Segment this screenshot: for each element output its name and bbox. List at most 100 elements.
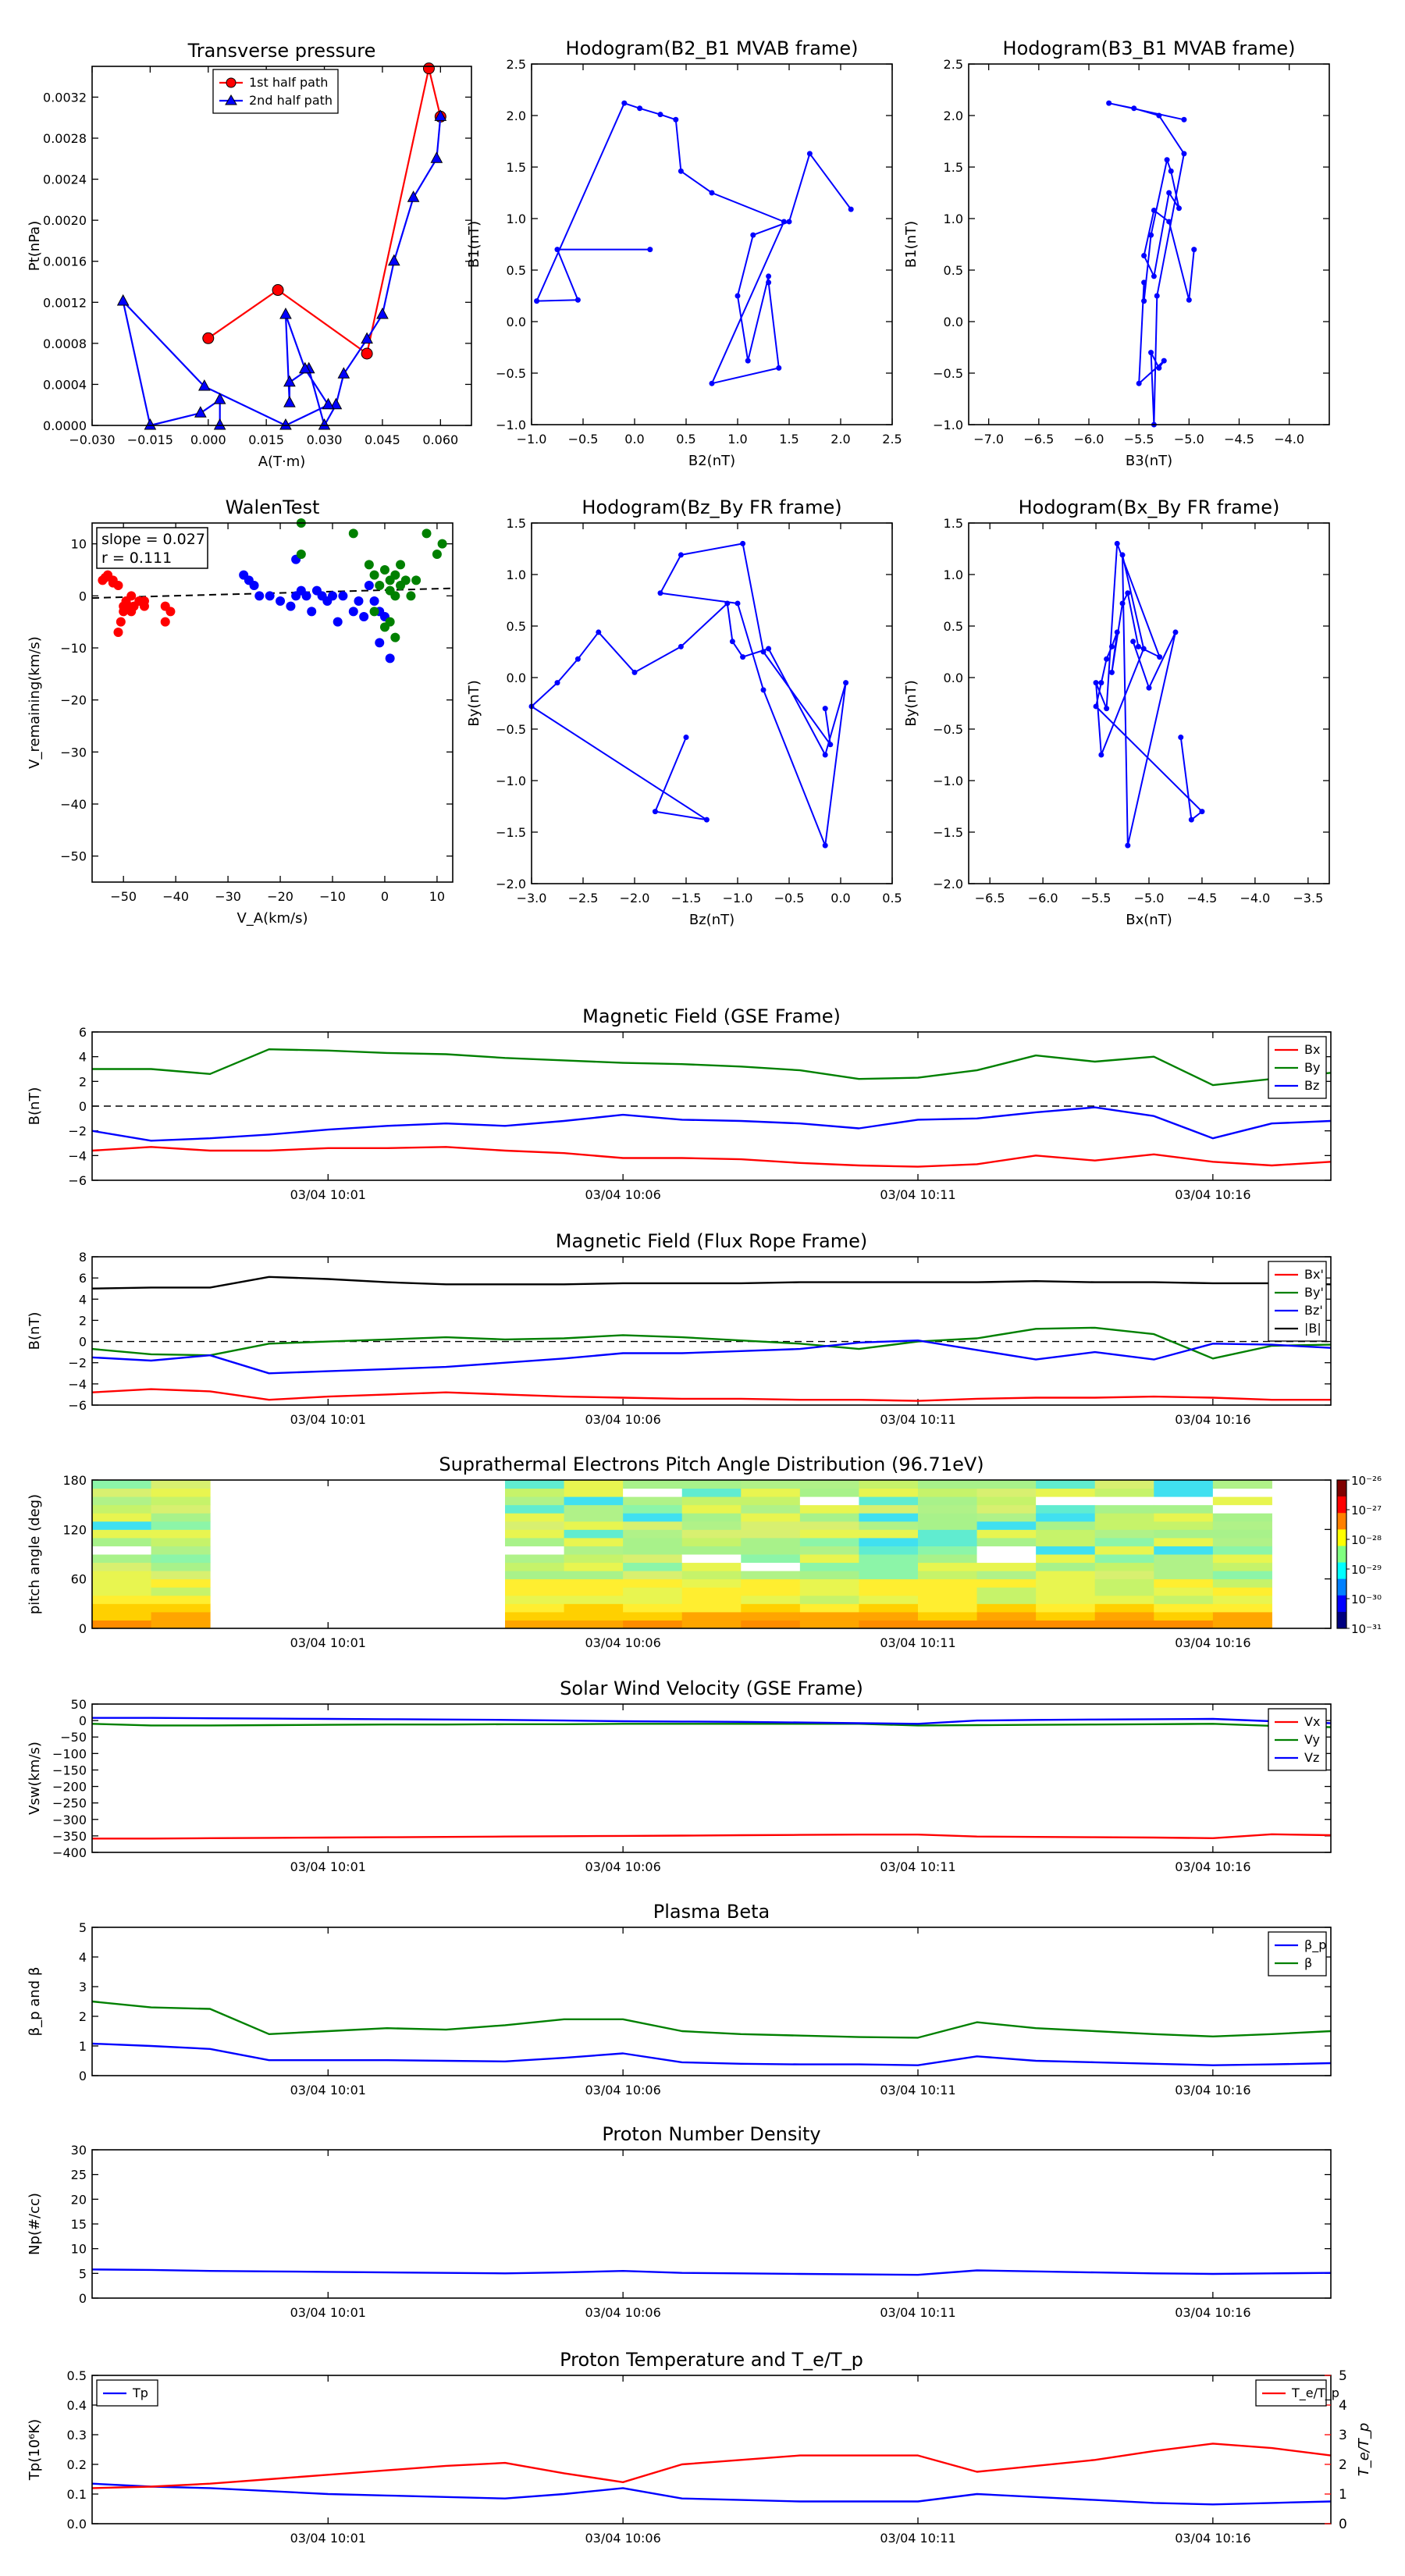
x-tick-label: −3.0 [517, 891, 547, 906]
heatmap-cell [1036, 1537, 1096, 1546]
heatmap-cell [505, 1513, 565, 1522]
plot-frame [968, 63, 1330, 425]
heatmap-cell [1094, 1587, 1154, 1596]
heatmap-cell [505, 1546, 565, 1555]
heatmap-cell [681, 1587, 742, 1596]
heatmap-cell [799, 1603, 859, 1613]
data-point [1166, 219, 1172, 225]
heatmap-cell [1036, 1504, 1096, 1514]
x-tick-label: 03/04 10:16 [1175, 2305, 1250, 2320]
y-tick-label: 2 [79, 1074, 87, 1089]
scatter-point [286, 601, 296, 611]
x-tick-label: −4.5 [1224, 432, 1254, 447]
legend-label: |B| [1304, 1321, 1321, 1336]
heatmap-cell [505, 1603, 565, 1613]
scatter-point [276, 596, 286, 606]
legend-label: β_p [1304, 1937, 1326, 1953]
x-tick-label: 03/04 10:11 [880, 2531, 955, 2546]
y-tick-label: 0.0004 [43, 377, 87, 392]
x-axis-label: Bx(nT) [1126, 912, 1172, 928]
heatmap-cell [741, 1611, 801, 1621]
y-tick-label: 4 [79, 1292, 87, 1307]
x-tick-label: −6.0 [1074, 432, 1104, 447]
heatmap-cell [859, 1521, 919, 1530]
y-tick-label: 5 [79, 2266, 87, 2281]
data-point [709, 380, 715, 386]
x-tick-label: −6.5 [1023, 432, 1054, 447]
heatmap-cell [92, 1578, 152, 1588]
series-line-Vy [91, 1723, 1332, 1728]
heatmap-cell [623, 1488, 683, 1497]
data-point [1106, 100, 1112, 106]
y-axis-label: B(nT) [27, 1087, 43, 1126]
scatter-point [422, 528, 432, 539]
x-tick-label: −6.0 [1028, 891, 1058, 906]
hodogram-path [531, 543, 847, 847]
heatmap-cell [1094, 1513, 1154, 1522]
y-axis-label: B1(nT) [903, 221, 919, 268]
heatmap-cell [1212, 1578, 1272, 1588]
data-point [1136, 380, 1142, 386]
scatter-point [119, 601, 129, 611]
heatmap-cell [1094, 1603, 1154, 1613]
y-tick-label: 0.0028 [43, 131, 87, 146]
scatter-point [379, 565, 389, 575]
heatmap-cell [859, 1587, 919, 1596]
data-point [1093, 680, 1099, 686]
scatter-point [338, 591, 348, 601]
data-point [1093, 703, 1099, 710]
heatmap-cell [151, 1546, 211, 1555]
heatmap-cell [918, 1504, 978, 1514]
colorbar-segment [1337, 1578, 1346, 1596]
heatmap-cell [799, 1521, 859, 1530]
y-tick-label: 10 [71, 2242, 87, 2257]
data-point [574, 656, 581, 662]
x-tick-label: −3.5 [1293, 891, 1323, 906]
data-point [272, 284, 284, 297]
y-tick-label: 0.0032 [43, 90, 87, 105]
data-point [848, 206, 854, 212]
data-point [283, 375, 296, 387]
hodogram-path [535, 102, 852, 385]
scatter-point [369, 596, 379, 606]
heatmap-cell [92, 1571, 152, 1580]
heatmap-cell [1036, 1513, 1096, 1522]
chart-title-11: Proton Number Density [602, 2123, 820, 2145]
heatmap-cell [1094, 1578, 1154, 1588]
scatter-point [160, 617, 170, 627]
heatmap-cell [505, 1521, 565, 1530]
data-point [1141, 298, 1147, 304]
x-tick-label: 0.5 [676, 432, 695, 447]
y-axis-label: B(nT) [27, 1312, 43, 1350]
y-axis-label: By(nT) [466, 680, 482, 726]
x-tick-label: 03/04 10:06 [585, 1412, 660, 1427]
heatmap-cell [918, 1578, 978, 1588]
heatmap-cell [564, 1611, 624, 1621]
data-point [1154, 293, 1160, 299]
data-point [361, 347, 373, 360]
heatmap-cell [859, 1562, 919, 1571]
heatmap-cell [681, 1578, 742, 1588]
scatter-point [364, 581, 374, 590]
legend-label: Vy [1304, 1732, 1320, 1747]
y-tick-label: 0.5 [944, 619, 963, 634]
x-tick-label: 03/04 10:16 [1175, 1859, 1250, 1874]
heatmap-cell [1154, 1562, 1214, 1571]
legend-label: Vz [1304, 1750, 1319, 1765]
heatmap-cell [92, 1488, 152, 1497]
series-line-β [91, 2000, 1332, 2039]
x-tick-label: 0.060 [422, 432, 458, 447]
heatmap-cell [741, 1521, 801, 1530]
x-tick-label: 03/04 10:06 [585, 1187, 660, 1202]
y-tick-label: −4 [68, 1148, 87, 1163]
colorbar-segment [1337, 1595, 1346, 1613]
x-tick-label: 03/04 10:11 [880, 2305, 955, 2320]
data-point [657, 112, 663, 118]
heatmap-cell [623, 1571, 683, 1580]
data-point [1168, 168, 1174, 174]
y-tick-label: 0 [79, 1621, 87, 1636]
scatter-point [375, 581, 385, 590]
y-tick-label: −6 [68, 1173, 87, 1188]
x-tick-label: −1.0 [517, 432, 547, 447]
heatmap-cell [859, 1480, 919, 1489]
